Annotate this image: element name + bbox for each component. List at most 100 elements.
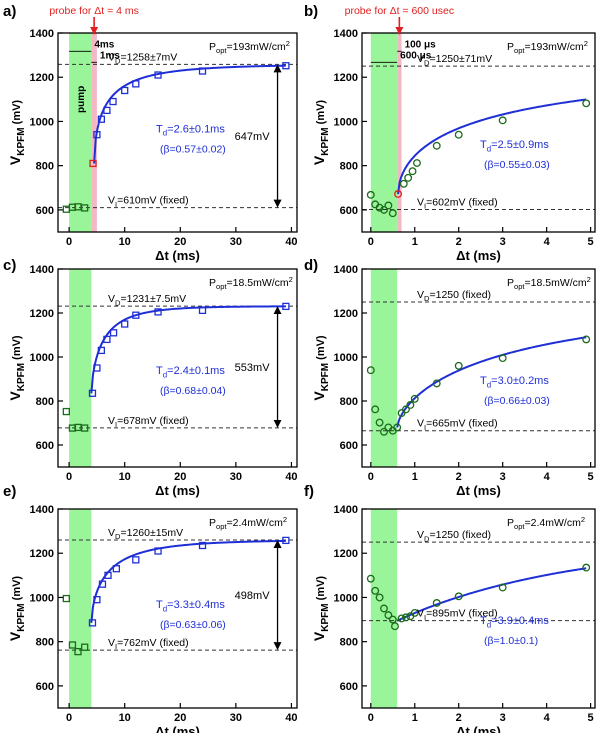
tau-label: Td=3.3±0.4ms — [156, 599, 225, 613]
y-tick-label: 800 — [36, 161, 54, 173]
pre-pump-point — [380, 427, 388, 436]
decay-point — [282, 62, 290, 70]
x-tick-label: 0 — [368, 236, 374, 248]
decay-point — [198, 306, 207, 315]
pump-band — [69, 509, 92, 708]
y-tick-label: 1400 — [30, 504, 54, 516]
decay-point — [413, 159, 421, 167]
probe-point — [394, 190, 402, 198]
y-tick-label: 600 — [36, 205, 54, 217]
pre-pump-point — [384, 611, 393, 620]
pre-pump-point — [384, 201, 393, 210]
fit-curve — [396, 336, 587, 428]
axes-frame — [361, 268, 596, 468]
decay-point — [582, 99, 591, 108]
fit-curve — [396, 567, 587, 622]
vi-label: VI=678mV (fixed) — [108, 415, 189, 429]
power-label: Popt=193mW/cm2 — [507, 39, 588, 55]
pump-band — [370, 269, 398, 467]
x-tick-label: 40 — [285, 471, 297, 483]
svg-text:VKPFM (mV): VKPFM (mV) — [7, 576, 27, 642]
y-tick-label: 1400 — [30, 28, 54, 40]
y-tick-label: 800 — [340, 161, 358, 173]
panel-label: a) — [3, 3, 16, 20]
decay-point — [582, 335, 591, 344]
y-tick-label: 800 — [36, 396, 54, 408]
x-tick-label: 3 — [500, 712, 506, 724]
decay-point — [109, 329, 118, 337]
x-tick-label: 2 — [456, 712, 462, 724]
x-tick-label: 5 — [588, 236, 594, 248]
x-tick-label: 4 — [544, 236, 551, 248]
y-tick-label: 1000 — [334, 592, 358, 604]
tau-label: Td=2.6±0.1ms — [156, 123, 225, 137]
x-tick-label: 10 — [119, 471, 131, 483]
y-tick-label: 800 — [36, 637, 54, 649]
y-axis-label: VKPFM (mV) — [7, 335, 27, 401]
vi-label: VI=610mV (fixed) — [108, 195, 189, 209]
y-tick-label: 600 — [340, 440, 358, 452]
x-tick-label: 40 — [285, 712, 297, 724]
decay-point — [121, 320, 129, 328]
decay-point — [498, 583, 507, 592]
decay-point — [399, 179, 408, 188]
svg-text:VKPFM (mV): VKPFM (mV) — [311, 100, 331, 166]
span-label: 600 μs — [400, 50, 432, 61]
x-tick-label: 1 — [412, 712, 418, 724]
y-tick-label: 1000 — [334, 352, 358, 364]
pre-pump-point — [375, 593, 384, 602]
beta-label: (β=0.55±0.03) — [484, 159, 550, 171]
x-tick-label: 20 — [174, 236, 186, 248]
tau-label: Td=3.9±0.4ms — [480, 615, 549, 629]
decay-point — [154, 547, 162, 555]
vi-label: VI=895mV (fixed) — [417, 608, 498, 622]
panel-label: b) — [304, 3, 318, 20]
pre-pump-point — [380, 205, 388, 214]
x-tick-label: 30 — [230, 236, 242, 248]
decay-point — [410, 394, 419, 403]
pre-pump-point — [366, 574, 375, 583]
x-tick-label: 5 — [588, 712, 594, 724]
x-tick-label: 3 — [500, 471, 506, 483]
decay-point — [432, 141, 441, 150]
vi-label: VI=762mV (fixed) — [108, 637, 189, 651]
panel-label: d) — [304, 257, 318, 274]
span-label: 100 μs — [405, 39, 437, 50]
pre-pump-point — [388, 615, 397, 624]
span-label: 4ms — [94, 39, 114, 50]
fit-curve — [93, 64, 286, 164]
pump-band — [370, 509, 398, 708]
y-tick-label: 600 — [36, 681, 54, 693]
decay-point — [154, 308, 162, 316]
y-axis-label: VKPFM (mV) — [7, 100, 27, 166]
x-tick-label: 4 — [544, 712, 551, 724]
decay-point — [112, 565, 121, 573]
decay-point — [93, 131, 101, 139]
svg-text:VKPFM (mV): VKPFM (mV) — [7, 100, 27, 166]
y-tick-label: 1200 — [334, 308, 358, 320]
x-tick-label: 10 — [119, 236, 131, 248]
y-tick-label: 800 — [340, 396, 358, 408]
pre-pump-point — [366, 366, 375, 375]
x-tick-label: 30 — [230, 712, 242, 724]
tau-label: Td=3.0±0.2ms — [480, 375, 549, 389]
decay-point — [432, 379, 441, 388]
decay-point — [397, 614, 406, 623]
pre-pump-point — [74, 203, 82, 211]
decay-point — [454, 592, 463, 601]
decay-point — [132, 556, 140, 564]
beta-label: (β=0.57±0.02) — [160, 143, 226, 155]
x-tick-label: 4 — [544, 471, 551, 483]
vi-label: VI=602mV (fixed) — [417, 196, 498, 210]
y-tick-label: 1000 — [30, 116, 54, 128]
fit-curve — [90, 305, 286, 394]
pre-pump-point — [388, 209, 397, 218]
x-tick-label: 1 — [412, 236, 418, 248]
y-tick-label: 1400 — [334, 264, 358, 276]
amplitude-label: 647mV — [235, 131, 271, 143]
vi-label: VI=665mV (fixed) — [417, 418, 498, 432]
pump-band — [69, 269, 92, 467]
pre-pump-point — [391, 622, 399, 631]
svg-text:pump: pump — [76, 86, 87, 113]
